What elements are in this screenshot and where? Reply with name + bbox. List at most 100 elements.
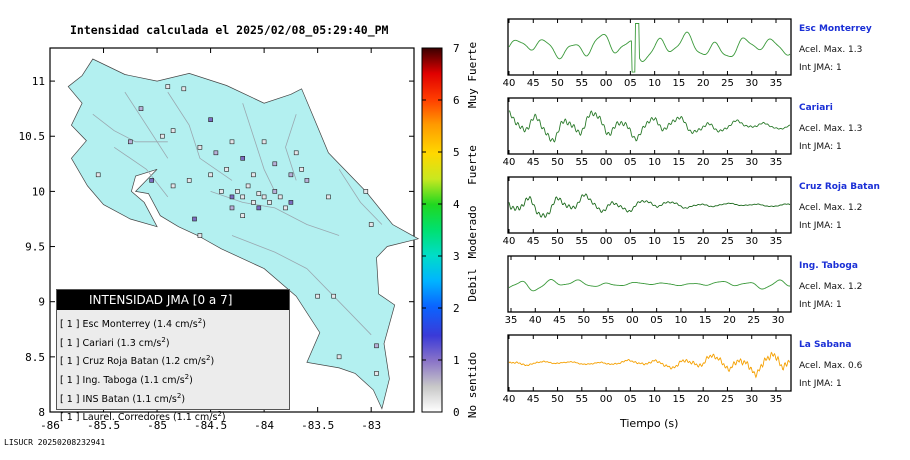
waveform-tick-label: 40 [529,315,542,326]
waveform-tick-label: 45 [527,394,540,405]
waveform-tick-label: 05 [624,236,637,247]
station-marker [251,200,256,205]
intensity-legend: INTENSIDAD JMA [0 a 7] [ 1 ] Esc Monterr… [56,289,290,423]
waveform-tick-label: 50 [551,157,564,168]
legend-level: [ 1 ] [60,375,80,387]
station-marker [251,172,256,178]
waveform-trace [508,279,790,292]
waveform-tick-label: 45 [527,78,540,89]
station-marker [229,205,235,211]
map-x-tick-label: -85 [147,419,167,432]
colorbar-category-label: Moderado [466,206,479,259]
station-max-accel: Acel. Max. 1.3 [799,124,863,134]
map-x-tick-label: -85.5 [87,419,120,432]
station-name: La Sabana [799,340,852,350]
waveform-tick-label: 10 [648,394,661,405]
station-marker [165,84,171,89]
legend-item: [ 1 ] Cruz Roja Batan (1.2 cm/s2) [60,351,226,370]
station-marker [95,172,101,178]
station-marker [331,293,337,299]
station-max-accel: Acel. Max. 1.3 [799,45,863,55]
legend-value: (1.4 cm/s [153,319,198,331]
legend-close-paren: ) [165,337,170,349]
waveform-tick-label: 35 [770,236,783,247]
legend-list: [ 1 ] Esc Monterrey (1.4 cm/s2)[ 1 ] Car… [60,314,226,426]
waveform-frame [507,176,792,234]
station-jma-intensity: Int JMA: 1 [799,221,842,231]
colorbar-tick-label: 6 [453,94,460,107]
colorbar-category-label: Fuerte [466,145,479,185]
costa-rica-land [67,58,420,410]
waveform-tick-label: 20 [723,315,736,326]
waveform-trace [508,110,790,143]
station-marker [213,150,219,156]
waveform-tick-label: 20 [697,236,710,247]
station-marker [293,150,299,156]
colorbar-category-label: Debil [466,268,479,301]
legend-item: [ 1 ] Cariari (1.3 cm/s2) [60,333,226,352]
waveform-tick-label: 20 [697,78,710,89]
map-y-tick-label: 8.5 [25,351,45,364]
waveform-tick-label: 05 [650,315,663,326]
waveform-tick-label: 25 [721,78,734,89]
station-marker [299,167,304,172]
map-x-tick-label: -83.5 [301,419,334,432]
waveform-panel: 35 40 45 50 55 00 05 10 15 20 25 30 [505,255,792,326]
legend-level: [ 1 ] [60,337,80,349]
legend-close-paren: ) [210,356,215,368]
waveform-trace [508,351,791,379]
waveform-tick-label: 55 [575,157,588,168]
waveform-tick-label: 15 [673,157,686,168]
station-marker [208,117,213,122]
map-x-tick-label: -84 [254,419,274,432]
waveform-tick-label: 05 [624,394,637,405]
waveform-tick-label: 45 [553,315,566,326]
map-x-tick-label: -84.5 [194,419,227,432]
waveform-tick-label: 50 [577,315,590,326]
legend-station: Esc Monterrey [82,319,154,331]
station-marker [261,194,267,200]
waveform-tick-label: 10 [648,78,661,89]
map-y-tick-label: 11 [32,75,45,88]
map-x-tick-label: -83 [361,419,381,432]
waveform-panel: 40 45 50 55 00 05 10 15 20 25 30 35 [503,176,792,247]
waveform-tick-label: 05 [624,78,637,89]
map-y-tick-label: 10 [32,185,45,198]
station-marker [315,293,320,299]
station-marker [170,183,176,189]
station-marker [240,213,245,218]
waveform-tick-label: 55 [575,394,588,405]
waveform-tick-label: 05 [624,157,637,168]
colorbar-tick-label: 4 [453,198,460,211]
legend-item: [ 1 ] Esc Monterrey (1.4 cm/s2) [60,314,226,333]
legend-unit-exponent: 2 [217,410,222,419]
footer-id: LISUCR 20250208232941 [4,438,106,447]
waveform-tick-label: 00 [600,78,613,89]
colorbar-ticks: 0 1 2 3 4 5 6 7 [422,42,460,419]
legend-station: Cruz Roja Batan [82,356,162,368]
waveform-tick-label: 15 [673,236,686,247]
legend-unit-exponent: 2 [197,317,203,325]
waveform-tick-label: 00 [600,394,613,405]
waveform-tick-label: 25 [721,236,734,247]
station-jma-intensity: Int JMA: 1 [799,379,842,389]
colorbar-tick-label: 7 [453,42,460,55]
waveform-tick-label: 10 [675,315,688,326]
map-y-tick-label: 9 [38,296,45,309]
legend-unit-exponent: 2 [176,391,182,400]
legend-close-paren: ) [181,393,186,405]
waveform-tick-label: 50 [551,236,564,247]
station-marker [326,194,331,200]
station-name: Cariari [799,103,833,113]
legend-value: (1.1 cm/s [172,412,218,424]
legend-value: (1.1 cm/s [132,393,177,405]
station-jma-intensity: Int JMA: 1 [799,300,842,310]
waveform-tick-label: 30 [772,315,785,326]
station-marker [224,167,229,172]
station-marker [336,354,342,360]
station-marker [240,156,245,161]
waveform-tick-label: 35 [770,78,783,89]
station-marker [267,200,272,205]
station-marker [208,172,213,178]
